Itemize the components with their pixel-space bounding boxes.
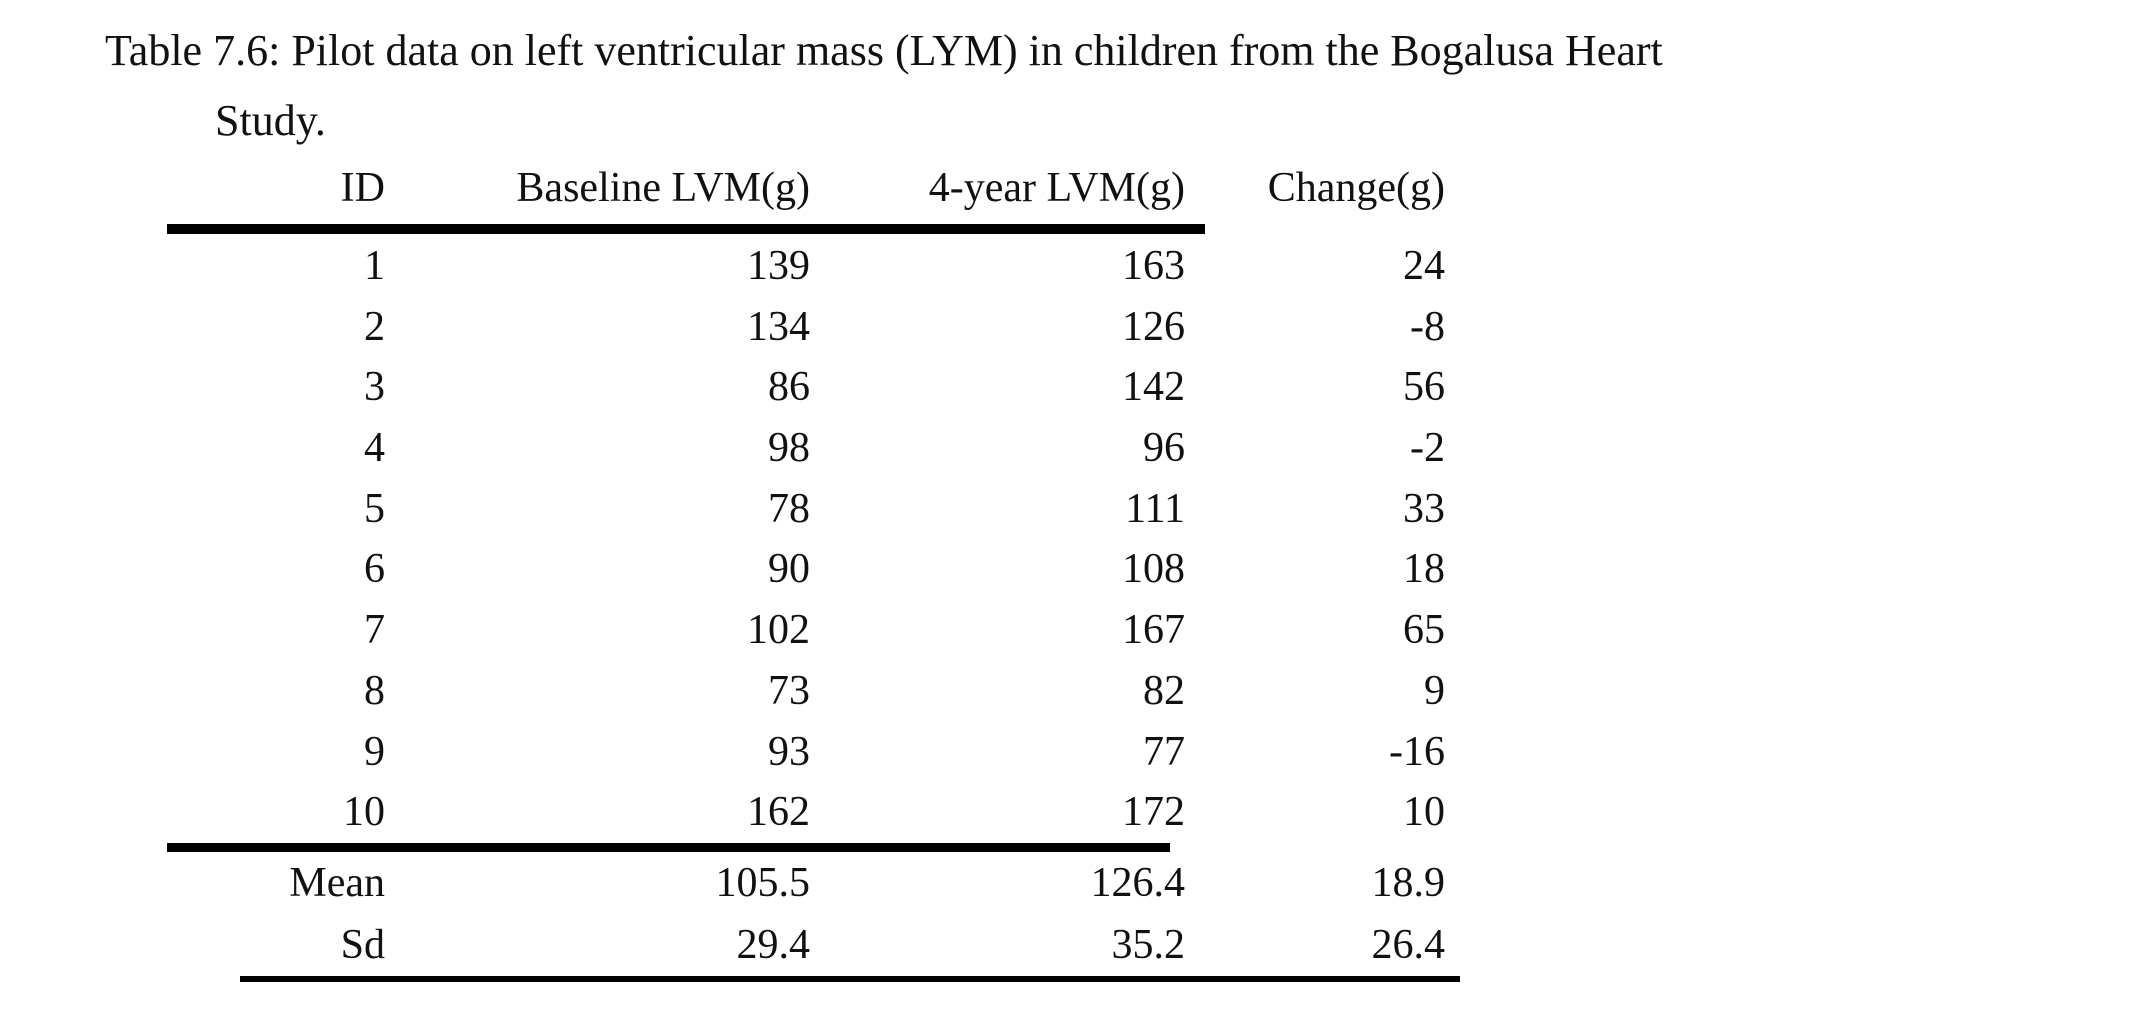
cell-change: 24 xyxy=(1403,243,1445,289)
cell-id: 8 xyxy=(364,667,385,714)
column-header-4year: 4-year LVM(g) xyxy=(928,165,1185,211)
cell-change: -2 xyxy=(1410,425,1445,472)
cell-id: 4 xyxy=(364,425,385,472)
table-row: 10 162 172 10 xyxy=(167,782,1445,843)
cell-4year: 35.2 xyxy=(1111,921,1186,968)
cell-id: 2 xyxy=(364,303,385,350)
cell-change: 33 xyxy=(1403,485,1445,532)
cell-4year: 142 xyxy=(1122,364,1185,411)
cell-id: 7 xyxy=(364,607,385,654)
cell-id: 6 xyxy=(364,546,385,593)
table-caption-line2: Study. xyxy=(215,96,326,145)
table-row: 7 102 167 65 xyxy=(167,600,1445,661)
table-row: 3 86 142 56 xyxy=(167,357,1445,418)
cell-change: -8 xyxy=(1410,303,1445,350)
column-header-id: ID xyxy=(340,165,385,211)
cell-change: 9 xyxy=(1424,667,1445,714)
cell-change: 65 xyxy=(1403,607,1445,654)
cell-4year: 167 xyxy=(1122,607,1185,654)
table-row: 6 90 108 18 xyxy=(167,539,1445,600)
summary-row-mean: Mean 105.5 126.4 18.9 xyxy=(167,852,1445,914)
cell-4year: 126.4 xyxy=(1090,859,1186,906)
cell-baseline: 29.4 xyxy=(736,921,811,968)
cell-change: -16 xyxy=(1389,728,1445,775)
cell-id: 10 xyxy=(343,789,385,836)
cell-id: 1 xyxy=(364,243,385,289)
cell-4year: 172 xyxy=(1122,789,1185,836)
cell-stat-label: Sd xyxy=(340,921,385,968)
column-header-change: Change(g) xyxy=(1267,165,1445,211)
cell-baseline: 90 xyxy=(768,546,810,593)
table-row: 5 78 111 33 xyxy=(167,479,1445,540)
cell-change: 18 xyxy=(1403,546,1445,593)
header-rule-divider xyxy=(167,224,1205,234)
table-row: 8 73 82 9 xyxy=(167,661,1445,722)
cell-4year: 163 xyxy=(1122,243,1185,289)
cell-id: 9 xyxy=(364,728,385,775)
cell-4year: 96 xyxy=(1143,425,1185,472)
summary-row-sd: Sd 29.4 35.2 26.4 xyxy=(167,914,1445,976)
cell-id: 5 xyxy=(364,485,385,532)
table-row: 4 98 96 -2 xyxy=(167,418,1445,479)
table-header-row: ID Baseline LVM(g) 4-year LVM(g) Change(… xyxy=(167,155,1445,236)
cell-baseline: 105.5 xyxy=(715,859,811,906)
cell-change: 18.9 xyxy=(1371,859,1446,906)
lvm-data-table: ID Baseline LVM(g) 4-year LVM(g) Change(… xyxy=(167,155,1445,976)
cell-baseline: 102 xyxy=(747,607,810,654)
cell-baseline: 162 xyxy=(747,789,810,836)
cell-baseline: 134 xyxy=(747,303,810,350)
cell-id: 3 xyxy=(364,364,385,411)
cell-change: 10 xyxy=(1403,789,1445,836)
body-rule-divider xyxy=(167,843,1170,852)
table-row: 9 93 77 -16 xyxy=(167,722,1445,783)
bottom-rule-divider xyxy=(240,976,1460,982)
cell-4year: 82 xyxy=(1143,667,1185,714)
table-row: 1 139 163 24 xyxy=(167,236,1445,297)
cell-baseline: 78 xyxy=(768,485,810,532)
table-caption-line1: Table 7.6: Pilot data on left ventricula… xyxy=(105,26,1663,75)
cell-4year: 108 xyxy=(1122,546,1185,593)
cell-change: 56 xyxy=(1403,364,1445,411)
cell-4year: 77 xyxy=(1143,728,1185,775)
cell-baseline: 93 xyxy=(768,728,810,775)
cell-baseline: 86 xyxy=(768,364,810,411)
cell-baseline: 98 xyxy=(768,425,810,472)
column-header-baseline: Baseline LVM(g) xyxy=(516,165,810,211)
cell-change: 26.4 xyxy=(1371,921,1446,968)
cell-baseline: 139 xyxy=(747,243,810,289)
cell-4year: 126 xyxy=(1122,303,1185,350)
table-row: 2 134 126 -8 xyxy=(167,297,1445,358)
cell-baseline: 73 xyxy=(768,667,810,714)
cell-stat-label: Mean xyxy=(289,859,385,906)
cell-4year: 111 xyxy=(1125,485,1185,532)
